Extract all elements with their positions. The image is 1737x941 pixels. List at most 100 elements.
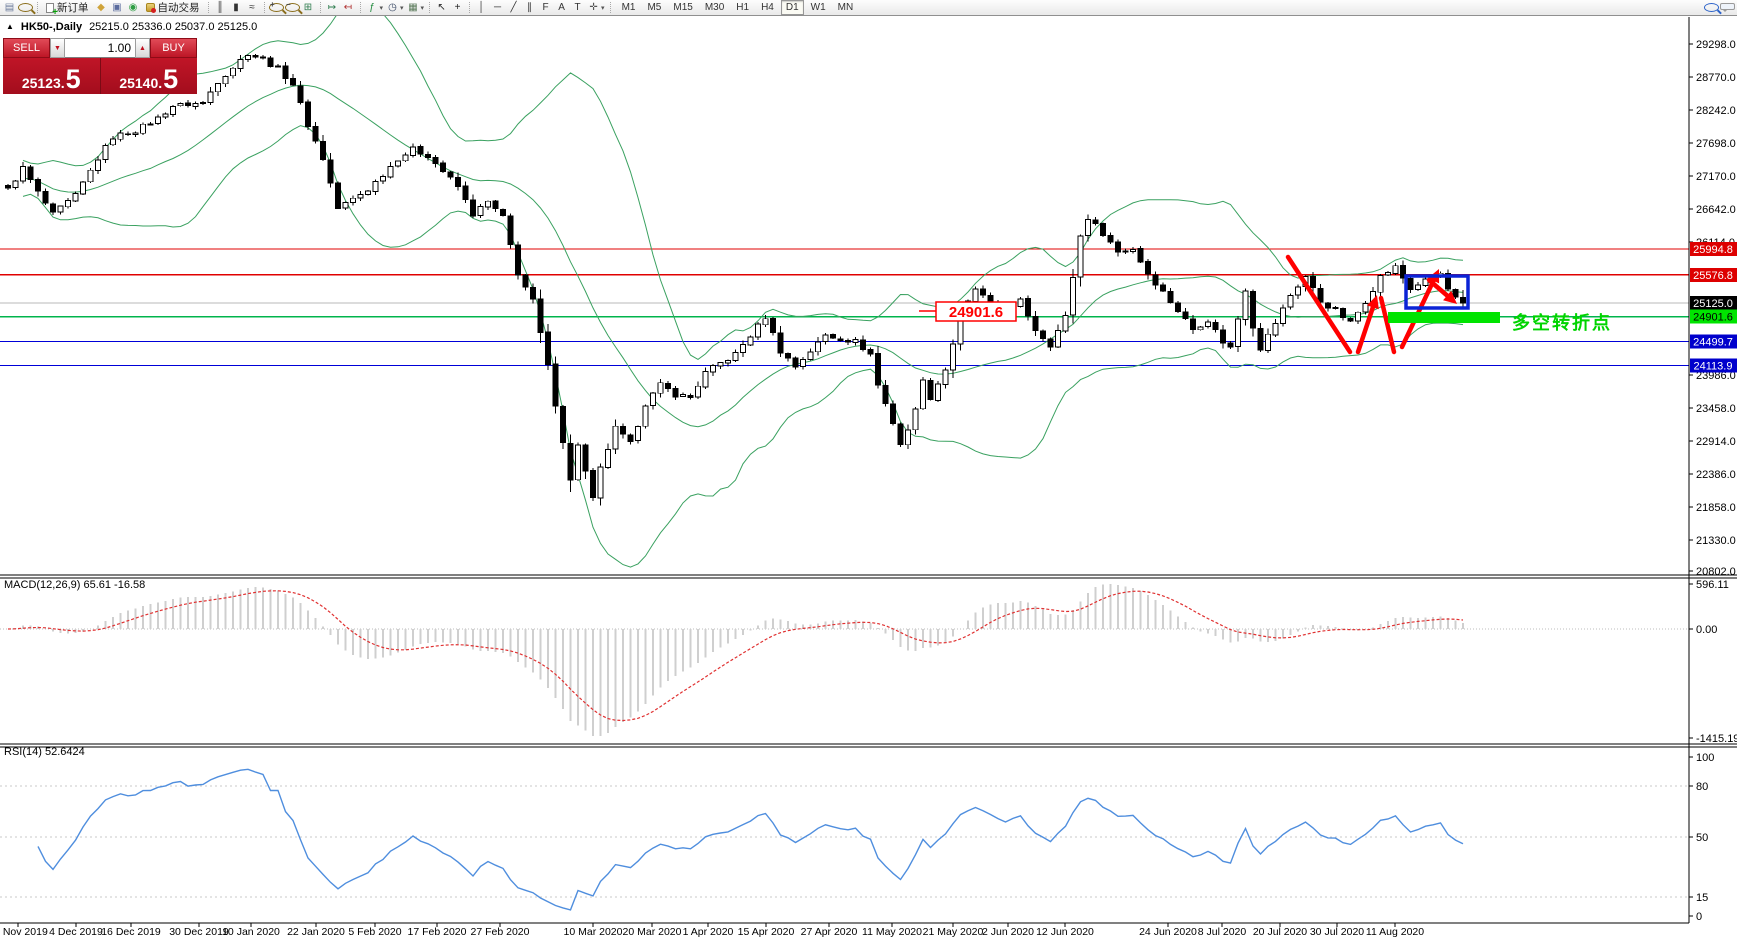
svg-text:20802.0: 20802.0	[1696, 566, 1736, 578]
tile-windows-icon[interactable]: ⊞	[303, 1, 313, 13]
svg-text:22914.0: 22914.0	[1696, 436, 1736, 448]
arrows-icon[interactable]: ✛	[589, 1, 598, 13]
svg-text:22386.0: 22386.0	[1696, 469, 1736, 481]
chat-icon[interactable]	[1720, 3, 1735, 12]
timeframe-d1-button[interactable]: D1	[780, 0, 804, 15]
dropdown-arrow-icon[interactable]: ▾	[400, 4, 404, 12]
line-chart-icon[interactable]: ≈	[249, 1, 255, 13]
collapse-quote-panel-icon[interactable]: ▲	[6, 22, 14, 31]
horizontal-line-icon[interactable]: ─	[494, 1, 502, 13]
sell-price[interactable]: 25123. 5	[3, 58, 100, 94]
svg-text:28770.0: 28770.0	[1696, 72, 1736, 84]
timeframe-h4-button[interactable]: H4	[761, 2, 774, 13]
svg-text:11 Aug 2020: 11 Aug 2020	[1366, 926, 1424, 938]
chart-title: ▲ HK50-,Daily 25215.0 25336.0 25037.0 25…	[6, 21, 257, 33]
svg-text:27170.0: 27170.0	[1696, 171, 1736, 183]
periods-icon[interactable]: ◷	[388, 1, 397, 13]
rsi-line	[37, 768, 1464, 911]
volume-input[interactable]	[65, 38, 135, 58]
search-icon[interactable]	[1704, 3, 1719, 12]
svg-text:16 Dec 2019: 16 Dec 2019	[101, 926, 161, 938]
macd-histogram	[14, 584, 1464, 736]
sell-button[interactable]: SELL	[3, 38, 50, 58]
svg-text:8 Jul 2020: 8 Jul 2020	[1198, 926, 1247, 938]
text-icon[interactable]: A	[558, 1, 565, 13]
macd-label: MACD(12,26,9) 65.61 -16.58	[4, 579, 146, 591]
annotations: 24901.6 多空转折点	[919, 254, 1610, 355]
print-preview-icon[interactable]	[18, 3, 33, 12]
equidistant-channel-icon[interactable]: ∥	[527, 1, 533, 13]
text-label-icon[interactable]: T	[574, 1, 581, 13]
toolbar-separator	[263, 2, 265, 13]
toolbar-separator	[319, 2, 321, 13]
svg-text:22 Jan 2020: 22 Jan 2020	[287, 926, 345, 938]
svg-text:12 Jun 2020: 12 Jun 2020	[1036, 926, 1094, 938]
svg-text:30 Dec 2019: 30 Dec 2019	[169, 926, 229, 938]
svg-text:80: 80	[1696, 781, 1708, 793]
buy-price-main: 25140.	[119, 75, 163, 91]
buy-price-big-digit: 5	[163, 63, 179, 94]
crosshair-icon[interactable]: +	[454, 1, 461, 13]
svg-text:0.00: 0.00	[1696, 624, 1717, 636]
bar-chart-icon[interactable]: ║	[216, 1, 224, 13]
timeframe-w1-button[interactable]: W1	[810, 2, 826, 13]
buy-price[interactable]: 25140. 5	[99, 58, 198, 94]
svg-text:28242.0: 28242.0	[1696, 105, 1736, 117]
indicators-icon[interactable]: ƒ	[369, 1, 375, 13]
auto-scroll-icon[interactable]: ↦	[327, 1, 337, 13]
market-watch-icon[interactable]: ◆	[97, 1, 105, 13]
timeframe-mn-button[interactable]: MN	[837, 2, 854, 13]
fibonacci-icon[interactable]: F	[542, 1, 549, 13]
price-axis: 29298.0 28770.0 28242.0 27698.0 27170.0 26642…	[1689, 39, 1737, 923]
chart-shift-icon[interactable]: ↤	[343, 1, 353, 13]
svg-text:27 Apr 2020: 27 Apr 2020	[801, 926, 858, 938]
svg-text:20 Mar 2020: 20 Mar 2020	[623, 926, 682, 938]
svg-text:27 Feb 2020: 27 Feb 2020	[471, 926, 530, 938]
chart-background	[0, 16, 1737, 941]
autotrading-button[interactable]: 自动交易	[142, 1, 204, 15]
vertical-line-icon[interactable]: │	[478, 1, 485, 13]
dropdown-arrow-icon[interactable]: ▾	[379, 4, 384, 12]
candlestick-chart-icon[interactable]: ▮	[233, 1, 239, 13]
svg-text:24 Jun 2020: 24 Jun 2020	[1139, 926, 1197, 938]
trendline-icon[interactable]: ╱	[510, 1, 517, 13]
timeframe-h1-button[interactable]: H1	[736, 2, 750, 13]
timeframe-m5-button[interactable]: M5	[647, 2, 662, 13]
svg-text:1 Apr 2020: 1 Apr 2020	[683, 926, 734, 938]
svg-text:4 Dec 2019: 4 Dec 2019	[49, 926, 103, 938]
dropdown-arrow-icon[interactable]: ▾	[601, 4, 605, 12]
volume-increase-button[interactable]: ▲	[135, 38, 150, 58]
timeframe-m15-button[interactable]: M15	[673, 2, 693, 13]
svg-text:11 May 2020: 11 May 2020	[862, 926, 922, 938]
signals-icon[interactable]: ◉	[128, 1, 138, 13]
green-zone-annotation	[1388, 312, 1500, 323]
toolbar: ▤新订单◆▣◉自动交易║▮≈+−⊞↦↤ƒ▾◷▾▦▾↖+│─╱∥FAT✛▾M1M5…	[0, 0, 1737, 18]
svg-text:21858.0: 21858.0	[1696, 502, 1736, 514]
autotrading-icon	[145, 3, 156, 13]
zoom-out-icon[interactable]: −	[284, 1, 300, 12]
bollinger-bands	[22, 1, 1464, 568]
svg-text:10 Mar 2020: 10 Mar 2020	[564, 926, 623, 938]
price-callout-box	[935, 301, 1017, 322]
sell-price-main: 25123.	[21, 75, 65, 91]
zoom-in-icon[interactable]: +	[268, 1, 284, 12]
svg-text:596.11: 596.11	[1696, 579, 1729, 591]
rsi-label: RSI(14) 52.6424	[4, 746, 85, 758]
svg-text:20 Jul 2020: 20 Jul 2020	[1253, 926, 1307, 938]
cursor-icon[interactable]: ↖	[437, 1, 446, 13]
blue-rectangle-annotation	[1404, 274, 1470, 310]
new-order-button[interactable]: 新订单	[42, 1, 93, 18]
svg-text:26642.0: 26642.0	[1696, 204, 1736, 216]
toolbar-separator	[429, 2, 431, 13]
timeframe-m1-button[interactable]: M1	[621, 2, 636, 13]
timeframe-m30-button[interactable]: M30	[704, 2, 725, 13]
buy-button[interactable]: BUY	[150, 38, 197, 58]
dropdown-arrow-icon[interactable]: ▾	[420, 4, 425, 12]
data-window-icon[interactable]: ▣	[112, 1, 122, 13]
volume-decrease-button[interactable]: ▼	[50, 38, 65, 58]
svg-text:22 Nov 2019: 22 Nov 2019	[0, 926, 48, 938]
templates-icon[interactable]: ▦	[408, 1, 418, 13]
chart-window-icon[interactable]: ▤	[4, 1, 15, 13]
